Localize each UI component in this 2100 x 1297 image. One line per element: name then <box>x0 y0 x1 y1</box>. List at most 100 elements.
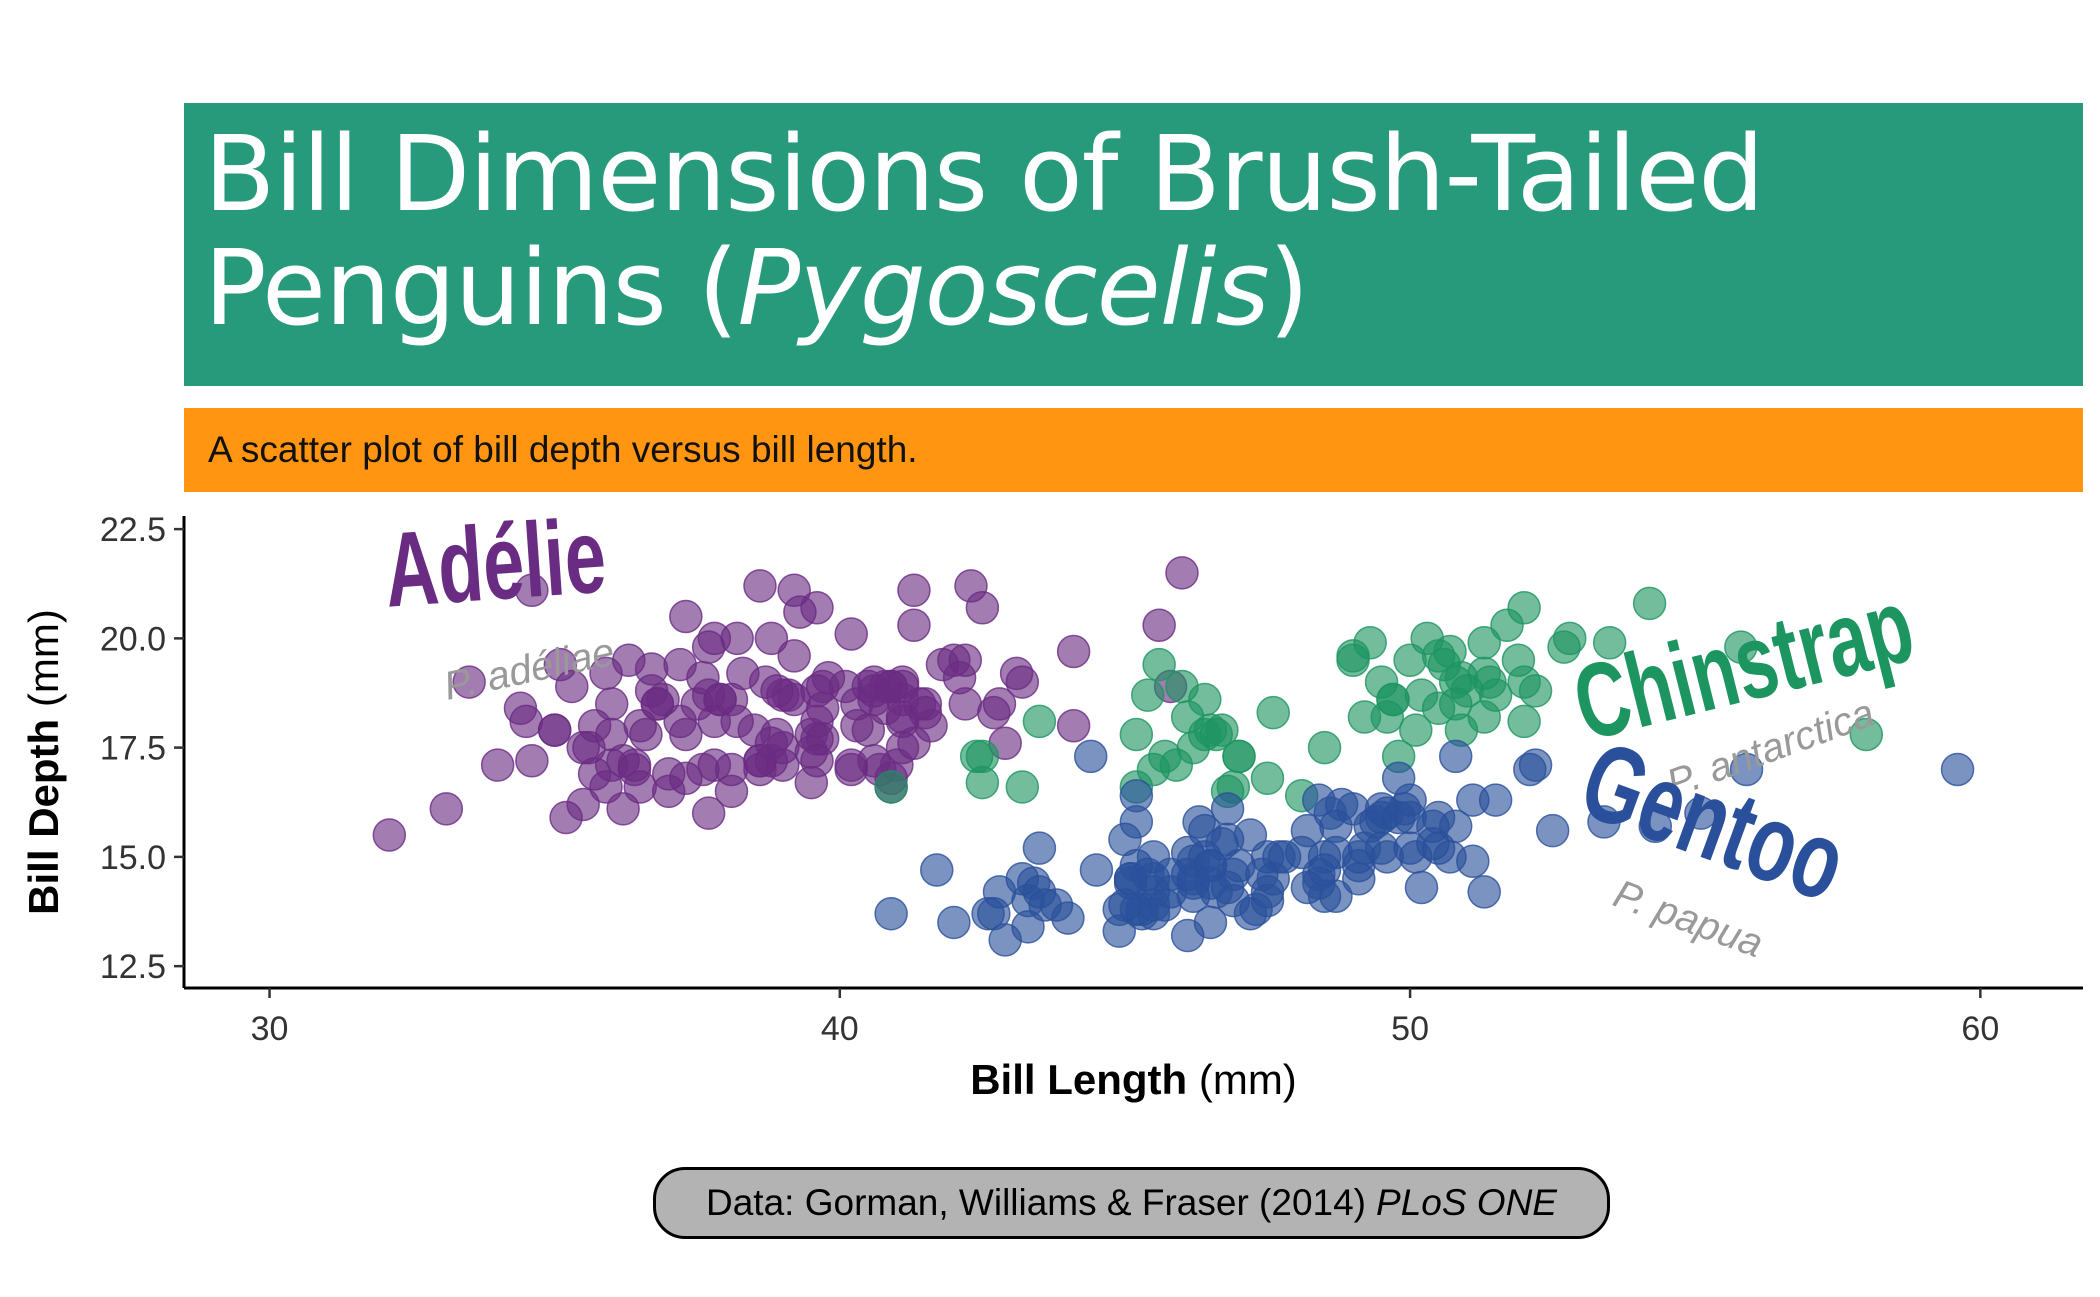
data-point-gentoo <box>1438 739 1473 774</box>
data-point-adlie <box>777 639 811 673</box>
data-point-adlie <box>982 687 1017 721</box>
data-point-adlie <box>634 652 669 686</box>
data-point-adlie <box>965 591 1000 625</box>
data-point-adlie <box>743 569 777 603</box>
data-point-gentoo <box>1467 875 1501 909</box>
data-point-adlie <box>703 682 737 717</box>
data-point-gentoo <box>1170 857 1205 892</box>
data-point-gentoo <box>1136 875 1171 909</box>
title-line-2-suffix: ) <box>1268 227 1310 349</box>
data-point-adlie <box>805 722 840 756</box>
chart-subtitle: A scatter plot of bill depth versus bill… <box>208 429 918 470</box>
data-point-gentoo <box>1518 748 1553 782</box>
caption-text: Data: Gorman, Williams & Fraser (2014) <box>706 1182 1367 1223</box>
x-axis-title: Bill Length (mm) <box>970 1056 1297 1103</box>
data-point-chinstrap <box>1205 713 1239 747</box>
data-point-gentoo <box>1364 831 1399 865</box>
data-point-chinstrap <box>1724 630 1758 664</box>
data-point-adlie <box>714 752 749 787</box>
data-point-chinstrap <box>874 770 908 804</box>
data-point-adlie <box>914 709 948 743</box>
data-point-adlie <box>897 608 931 643</box>
data-point-adlie <box>640 687 675 721</box>
data-point-adlie <box>515 743 549 778</box>
data-point-gentoo <box>1108 888 1142 922</box>
title-banner: Bill Dimensions of Brush-Tailed Penguins… <box>184 103 2083 386</box>
data-point-adlie <box>800 591 834 625</box>
data-point-gentoo <box>1940 752 1975 787</box>
x-axis-title-unit: (mm) <box>1199 1056 1297 1103</box>
data-point-chinstrap <box>1131 678 1165 712</box>
data-point-chinstrap <box>1353 625 1387 660</box>
data-point-adlie <box>754 621 789 656</box>
data-point-adlie <box>874 669 908 704</box>
axes-layer: 30 40 50 60 12.5 15.0 17.5 20.0 22.5 Bill Length … <box>20 511 2083 1103</box>
data-point-chinstrap <box>1478 678 1513 712</box>
caption-journal: PLoS ONE <box>1376 1182 1557 1223</box>
data-point-gentoo <box>1210 792 1245 826</box>
data-point-gentoo <box>1456 844 1490 879</box>
data-point-gentoo <box>1404 870 1439 905</box>
data-point-adlie <box>743 743 777 778</box>
data-point-adlie <box>948 687 983 721</box>
data-point-adlie <box>1005 665 1040 699</box>
data-point-chinstrap <box>1553 621 1587 656</box>
data-point-gentoo <box>1250 875 1285 909</box>
data-point-chinstrap <box>1222 739 1256 774</box>
data-point-gentoo <box>874 896 908 931</box>
data-point-gentoo <box>1119 778 1154 813</box>
data-point-gentoo <box>1073 739 1108 774</box>
data-point-adlie <box>1056 634 1091 669</box>
y-axis-title-bold: Bill Depth <box>20 707 67 915</box>
data-point-gentoo <box>1684 796 1718 830</box>
points-layer <box>372 556 1975 957</box>
title-line-1: Bill Dimensions of Brush-Tailed <box>204 113 1764 235</box>
data-point-gentoo <box>937 905 971 940</box>
data-point-chinstrap <box>1119 717 1154 752</box>
data-point-chinstrap <box>1507 704 1541 739</box>
data-point-adlie <box>669 717 703 752</box>
data-point-chinstrap <box>1399 713 1433 747</box>
data-point-adlie <box>766 678 800 712</box>
data-point-adlie <box>429 792 464 826</box>
data-point-adlie <box>594 687 629 721</box>
data-point-adlie <box>720 621 754 656</box>
data-point-chinstrap <box>1307 730 1342 765</box>
data-point-adlie <box>452 665 486 699</box>
data-point-adlie <box>669 599 703 634</box>
data-point-chinstrap <box>1005 770 1040 804</box>
x-tick-label: 50 <box>1391 1010 1429 1048</box>
data-point-adlie <box>480 748 515 782</box>
data-point-adlie <box>509 704 543 739</box>
data-point-chinstrap <box>1467 625 1501 660</box>
data-point-adlie <box>1165 556 1199 590</box>
data-point-gentoo <box>1051 901 1085 935</box>
data-point-adlie <box>691 796 726 830</box>
data-point-chinstrap <box>1188 682 1222 717</box>
data-point-gentoo <box>1393 783 1427 817</box>
data-point-gentoo <box>1222 848 1256 883</box>
y-tick-label: 22.5 <box>100 511 166 549</box>
subtitle-banner: A scatter plot of bill depth versus bill… <box>184 408 2083 492</box>
title-genus: Pygoscelis <box>737 227 1269 349</box>
caption-badge: Data: Gorman, Williams & Fraser (2014) PL… <box>653 1167 1610 1239</box>
data-point-adlie <box>372 818 407 852</box>
data-point-gentoo <box>1022 831 1057 865</box>
title-line-2: Penguins (Pygoscelis) <box>204 231 2073 345</box>
x-tick-label: 30 <box>251 1010 289 1048</box>
y-tick-label: 15.0 <box>100 839 166 877</box>
title-line-2-prefix: Penguins ( <box>204 227 738 349</box>
data-point-chinstrap <box>1592 625 1627 660</box>
data-point-gentoo <box>1216 883 1251 918</box>
data-point-gentoo <box>920 853 954 887</box>
data-point-gentoo <box>1307 853 1342 887</box>
data-point-chinstrap <box>1376 682 1410 717</box>
data-point-gentoo <box>1587 805 1621 839</box>
data-point-adlie <box>617 748 652 782</box>
data-point-adlie <box>897 573 931 608</box>
data-point-chinstrap <box>1256 695 1290 730</box>
data-point-chinstrap <box>1632 586 1667 621</box>
x-axis-title-bold: Bill Length <box>970 1056 1199 1103</box>
data-point-chinstrap <box>1518 674 1553 708</box>
